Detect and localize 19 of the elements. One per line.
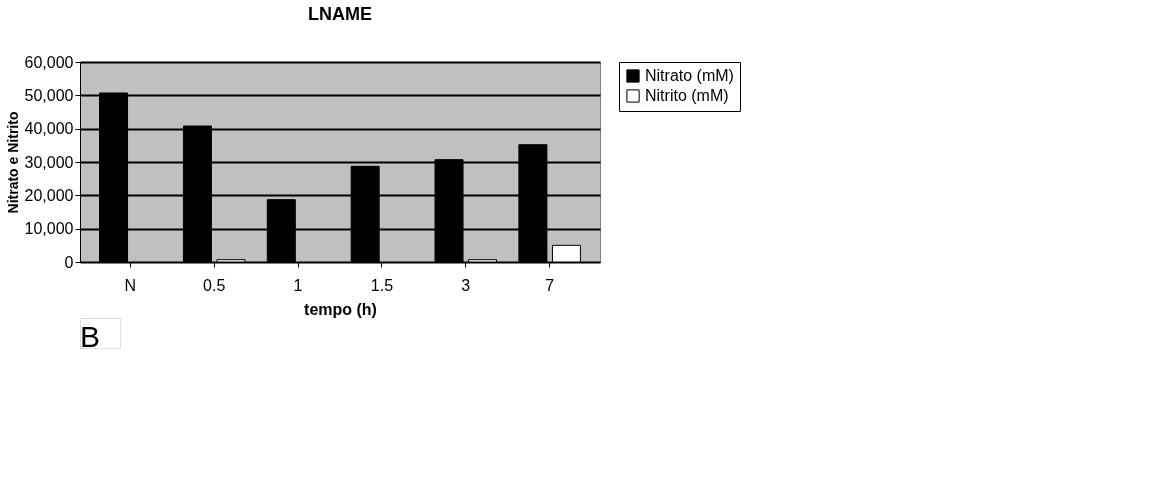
legend-label: Nitrato (mM) [645,67,734,84]
y-tick-label: 20,000 [24,186,74,204]
y-tick-label: 10,000 [24,220,74,238]
legend-label: Nitrito (mM) [645,87,729,104]
x-tick-label: 1 [293,276,303,294]
y-tick-label: 40,000 [24,120,74,138]
x-axis-title: tempo (h) [304,300,377,318]
x-tick-label: 3 [461,276,471,294]
chart-title: LNAME [308,4,372,24]
y-tick-label: 0 [64,253,74,271]
y-tick-label: 50,000 [24,86,74,104]
y-axis-title: Nitrato e Nitrito [4,111,21,214]
x-tick-label: 0.5 [203,276,226,294]
x-tick-label: 7 [545,276,555,294]
x-tick-label: N [124,276,137,294]
x-tick-label: 1.5 [370,276,394,294]
y-tick-label: 60,000 [24,53,74,71]
text: B [80,320,101,353]
y-tick-label: 30,000 [24,153,74,171]
